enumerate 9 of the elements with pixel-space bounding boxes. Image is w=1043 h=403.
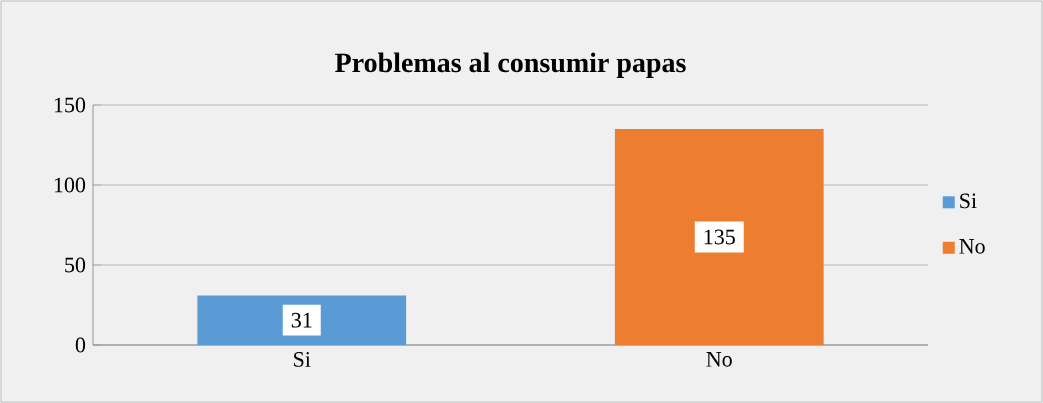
y-tick-label: 50 xyxy=(65,257,86,273)
legend-label: Si xyxy=(960,193,977,209)
data-label: 31 xyxy=(291,312,312,328)
legend-label: No xyxy=(959,239,985,254)
y-tick-label: 100 xyxy=(54,177,86,193)
y-tick-label: 150 xyxy=(54,97,86,113)
data-label: 135 xyxy=(704,229,735,245)
y-tick-label: 0 xyxy=(75,337,86,353)
chart-title: Problemas al consumir papas xyxy=(335,52,686,78)
